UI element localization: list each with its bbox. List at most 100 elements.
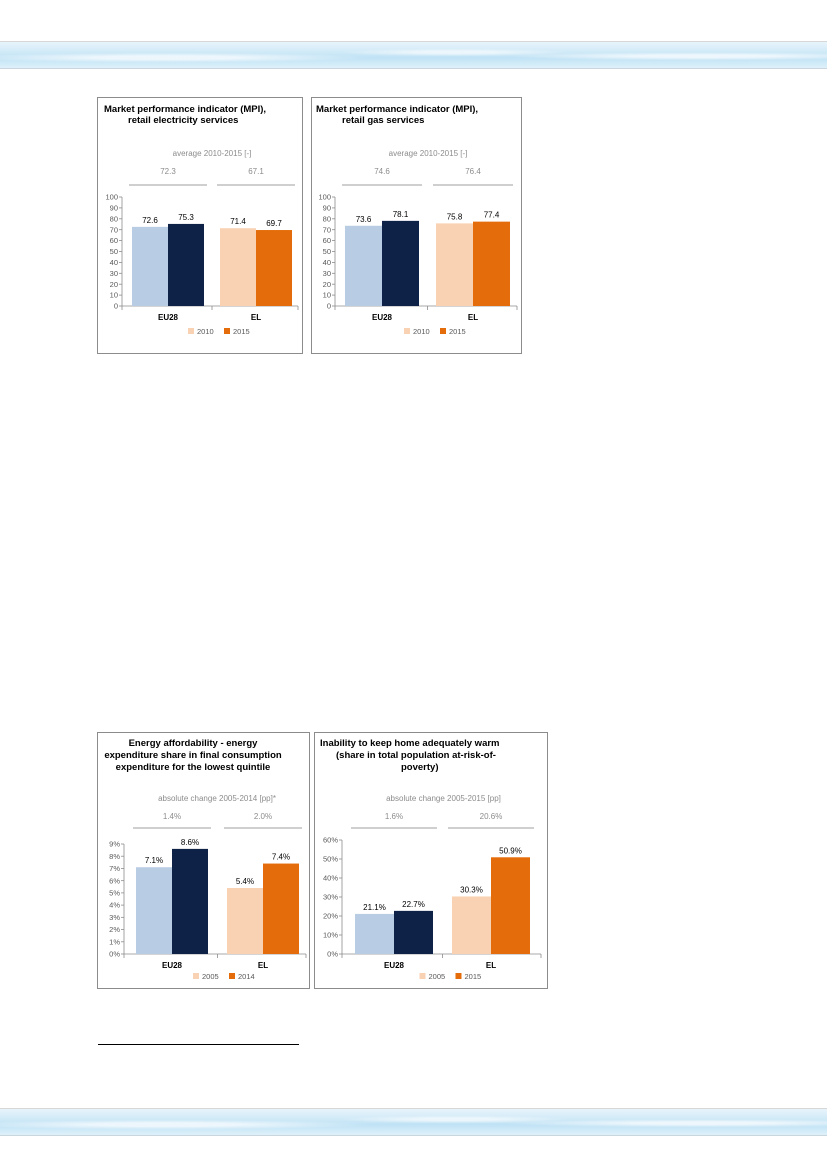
bar-eu28-2014	[172, 848, 208, 954]
y-tick-label: 2%	[109, 925, 120, 934]
bar-eu28-2010	[132, 226, 168, 306]
data-label: 73.6	[356, 215, 372, 224]
chart-title-line: (share in total population at-risk-of-	[336, 750, 496, 761]
y-tick-label: 80	[323, 214, 331, 223]
y-tick-label: 100	[105, 193, 118, 202]
group-change-note: 1.6%	[385, 812, 403, 821]
legend-swatch	[419, 973, 426, 979]
footnote-separator	[98, 1044, 299, 1045]
bar-el-2010	[220, 228, 256, 306]
y-tick-label: 60	[110, 236, 118, 245]
y-tick-label: 60%	[323, 836, 338, 845]
header-decorative-band	[0, 41, 827, 69]
legend-label: 2014	[238, 972, 255, 981]
chart-subtitle: absolute change 2005-2014 [pp]*	[158, 794, 276, 803]
y-tick-label: 0%	[109, 950, 120, 959]
y-tick-label: 0%	[327, 950, 338, 959]
legend-swatch	[455, 973, 462, 979]
y-tick-label: 7%	[109, 864, 120, 873]
category-label: EU28	[372, 313, 393, 322]
bar-el-2005	[452, 896, 491, 954]
legend-swatch	[229, 973, 235, 979]
bar-el-2015	[473, 221, 510, 306]
y-tick-label: 20	[110, 280, 118, 289]
y-tick-label: 70	[110, 225, 118, 234]
data-label: 78.1	[393, 210, 409, 219]
chart-home-warmth: Inability to keep home adequately warm (s…	[314, 732, 548, 989]
bar-el-2005	[227, 888, 263, 954]
y-tick-label: 90	[323, 204, 331, 213]
bar-eu28-2015	[168, 223, 204, 306]
group-change-note: 1.4%	[163, 812, 181, 821]
bar-eu28-2015	[394, 910, 433, 954]
chart-title-line: expenditure share in final consumption	[104, 750, 282, 761]
chart-svg: Energy affordability - energyexpenditure…	[104, 738, 307, 981]
data-label: 22.7%	[402, 900, 425, 909]
bar-el-2015	[256, 230, 292, 306]
legend-swatch	[440, 328, 446, 334]
y-tick-label: 6%	[109, 876, 120, 885]
bar-eu28-2010	[345, 225, 382, 306]
y-tick-label: 20%	[323, 912, 338, 921]
y-tick-label: 50%	[323, 855, 338, 864]
y-tick-label: 10	[323, 291, 331, 300]
chart-subtitle: absolute change 2005-2015 [pp]	[386, 794, 501, 803]
y-tick-label: 5%	[109, 888, 120, 897]
data-label: 75.8	[447, 212, 463, 221]
bar-el-2015	[491, 857, 530, 954]
y-tick-label: 1%	[109, 937, 120, 946]
data-label: 72.6	[142, 216, 158, 225]
chart-mpi-gas: Market performance indicator (MPI), retai…	[311, 97, 522, 354]
category-label: EL	[486, 961, 496, 970]
chart-title-line: expenditure for the lowest quintile	[116, 762, 271, 773]
y-tick-label: 40	[110, 258, 118, 267]
chart-title-line: Market performance indicator (MPI),	[104, 104, 266, 115]
y-tick-label: 30	[110, 269, 118, 278]
category-label: EU28	[384, 961, 405, 970]
y-tick-label: 3%	[109, 913, 120, 922]
data-label: 7.1%	[145, 856, 163, 865]
y-tick-label: 40%	[323, 874, 338, 883]
legend-label: 2005	[429, 972, 446, 981]
chart-subtitle: average 2010-2015 [-]	[389, 149, 468, 158]
data-label: 71.4	[230, 217, 246, 226]
y-tick-label: 50	[323, 247, 331, 256]
chart-title-line: poverty)	[401, 762, 438, 773]
y-tick-label: 100	[318, 193, 331, 202]
category-label: EL	[468, 313, 478, 322]
bar-el-2014	[263, 863, 299, 954]
chart-title-line: retail electricity services	[128, 115, 238, 126]
chart-svg: Inability to keep home adequately warm(s…	[320, 738, 542, 981]
footer-decorative-band	[0, 1108, 827, 1136]
legend-swatch	[193, 973, 199, 979]
bar-eu28-2005	[136, 867, 172, 954]
group-change-note: 20.6%	[480, 812, 503, 821]
chart-title-line: Inability to keep home adequately warm	[320, 738, 500, 749]
y-tick-label: 9%	[109, 840, 120, 849]
legend-swatch	[224, 328, 230, 334]
bar-eu28-2015	[382, 220, 419, 306]
data-label: 77.4	[484, 211, 500, 220]
y-tick-label: 50	[110, 247, 118, 256]
category-label: EL	[258, 961, 268, 970]
category-label: EU28	[158, 313, 179, 322]
y-tick-label: 10	[110, 291, 118, 300]
legend-label: 2015	[233, 327, 250, 336]
chart-title-line: retail gas services	[342, 115, 424, 126]
group-change-note: 67.1	[248, 167, 264, 176]
chart-energy-affordability: Energy affordability - energy expenditure…	[97, 732, 310, 989]
group-change-note: 72.3	[160, 167, 176, 176]
chart-svg: Market performance indicator (MPI),retai…	[104, 104, 299, 336]
data-label: 21.1%	[363, 903, 386, 912]
y-tick-label: 4%	[109, 901, 120, 910]
category-label: EU28	[162, 961, 183, 970]
category-label: EL	[251, 313, 261, 322]
y-tick-label: 90	[110, 204, 118, 213]
y-tick-label: 40	[323, 258, 331, 267]
group-change-note: 2.0%	[254, 812, 272, 821]
y-tick-label: 30	[323, 269, 331, 278]
legend-label: 2015	[465, 972, 482, 981]
y-tick-label: 80	[110, 214, 118, 223]
chart-svg: Market performance indicator (MPI),retai…	[316, 104, 518, 336]
data-label: 5.4%	[236, 877, 254, 886]
